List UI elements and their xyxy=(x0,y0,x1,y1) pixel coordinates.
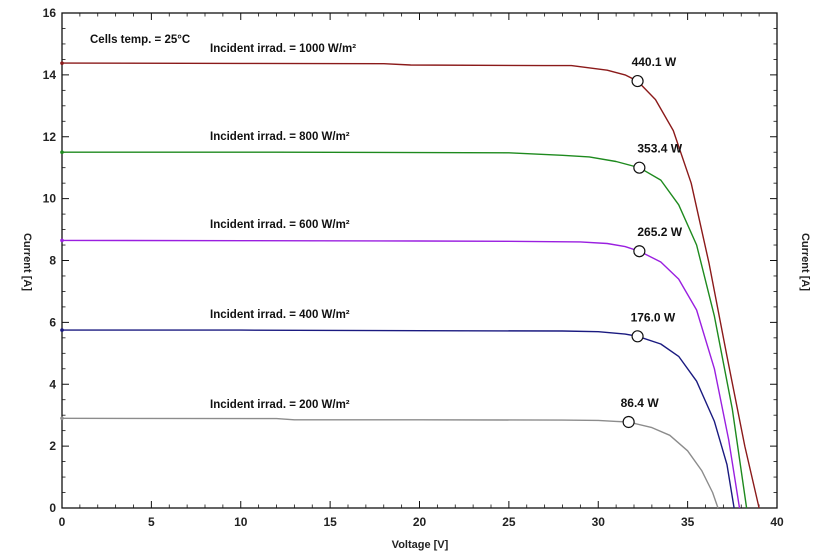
series-1: 440.1 W Incident irrad. = 1000 W/m² xyxy=(60,43,760,509)
max-power-label: 353.4 W xyxy=(637,142,682,156)
series-start-point xyxy=(60,328,64,332)
x-tick-label: 30 xyxy=(592,515,606,529)
max-power-label: 265.2 W xyxy=(637,225,682,239)
x-tick-label: 20 xyxy=(413,515,427,529)
x-axis-title: Voltage [V] xyxy=(392,539,449,551)
series-line xyxy=(61,62,760,509)
y-tick-label: 14 xyxy=(43,68,57,82)
x-tick-label: 0 xyxy=(59,515,66,529)
y-axis-title-left: Current [A] xyxy=(21,233,33,291)
y-tick-label: 8 xyxy=(49,254,56,268)
axis-ticks: 0 5 10 15 20 25 30 35 40 0 2 4 6 8 10 12 14 16 xyxy=(43,6,784,529)
x-tick-label: 15 xyxy=(323,515,337,529)
max-power-label: 86.4 W xyxy=(621,396,660,410)
y-tick-label: 0 xyxy=(49,501,56,515)
max-power-label: 176.0 W xyxy=(631,310,676,324)
series-start-point xyxy=(60,238,64,243)
x-tick-label: 40 xyxy=(770,515,784,529)
series-line xyxy=(61,417,719,509)
y-tick-label: 16 xyxy=(43,6,57,20)
x-tick-label: 35 xyxy=(681,515,695,529)
x-tick-label: 10 xyxy=(234,515,248,529)
max-power-point-marker xyxy=(633,245,646,258)
y-axis-title-right: Current [A] xyxy=(799,233,811,291)
series-start-point xyxy=(60,150,64,155)
series-5: 86.4 W Incident irrad. = 200 W/m² xyxy=(60,396,719,509)
max-power-label: 440.1 W xyxy=(632,55,677,69)
series-4: 176.0 W Incident irrad. = 400 W/m² xyxy=(60,309,735,509)
series-layer: 440.1 W Incident irrad. = 1000 W/m² 353.4 … xyxy=(60,43,760,509)
cells-temperature-note: Cells temp. = 25°C xyxy=(90,34,190,46)
max-power-point-marker xyxy=(622,415,635,429)
max-power-point-marker xyxy=(631,330,644,343)
series-start-point xyxy=(60,61,64,65)
plot-frame xyxy=(61,12,778,509)
series-start-point xyxy=(60,416,64,421)
series-2: 353.4 W Incident irrad. = 800 W/m² xyxy=(60,131,748,509)
x-tick-label: 25 xyxy=(502,515,516,529)
y-tick-label: 6 xyxy=(49,315,56,329)
series-name-label: Incident irrad. = 800 W/m² xyxy=(210,131,350,143)
series-name-label: Incident irrad. = 1000 W/m² xyxy=(210,43,356,55)
x-tick-label: 5 xyxy=(148,515,155,529)
y-tick-label: 12 xyxy=(43,130,57,144)
y-tick-label: 10 xyxy=(43,192,57,206)
labels-layer: Cells temp. = 25°C Voltage [V] Current [… xyxy=(21,34,811,551)
max-power-point-marker xyxy=(631,74,644,88)
series-name-label: Incident irrad. = 600 W/m² xyxy=(210,219,350,231)
series-name-label: Incident irrad. = 400 W/m² xyxy=(210,309,350,321)
series-line xyxy=(61,239,741,509)
max-power-point-marker xyxy=(633,161,646,174)
y-tick-label: 4 xyxy=(49,377,56,391)
series-name-label: Incident irrad. = 200 W/m² xyxy=(210,399,350,411)
y-tick-label: 2 xyxy=(49,439,56,453)
plot-border xyxy=(61,12,778,509)
series-3: 265.2 W Incident irrad. = 600 W/m² xyxy=(60,219,741,509)
